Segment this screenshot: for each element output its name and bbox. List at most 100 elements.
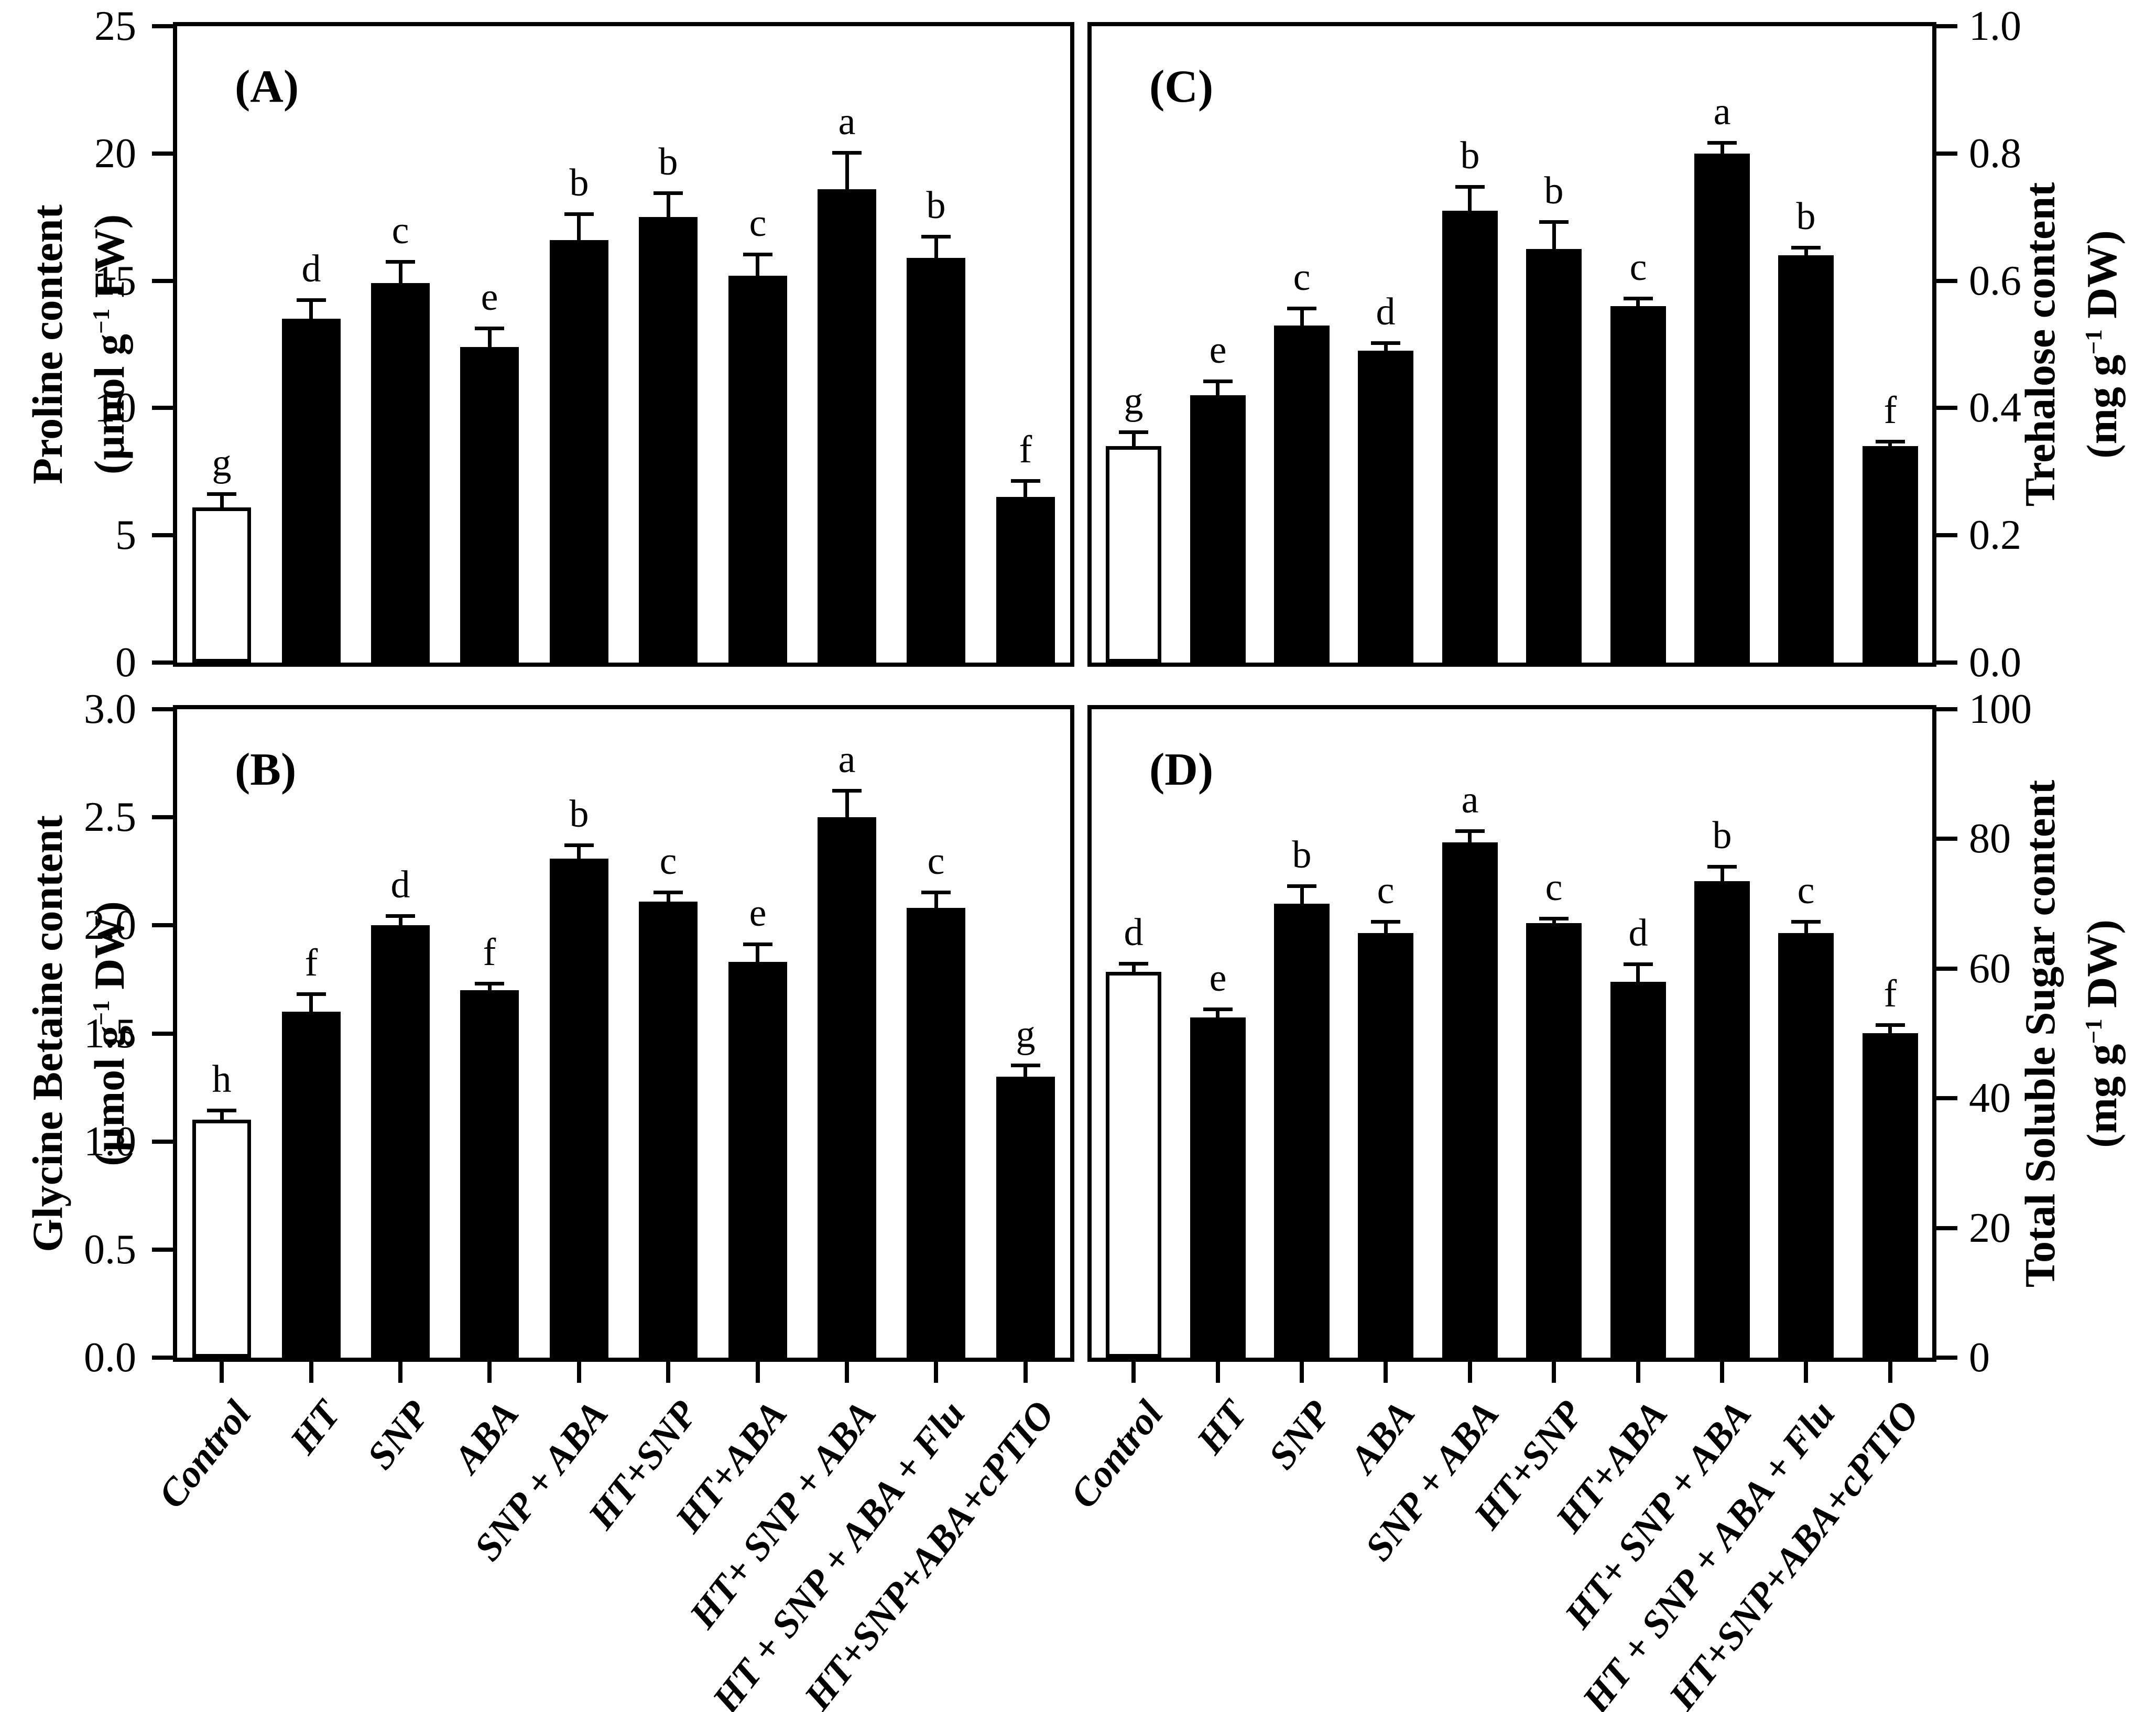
axis-title-superscript-B: −1 xyxy=(88,1000,114,1026)
sig-letter-B-2: d xyxy=(390,863,410,906)
bar-C-Control xyxy=(1106,446,1161,663)
bar-D-HT+ SNP + ABA xyxy=(1694,881,1750,1358)
error-cap-A-9 xyxy=(1011,479,1040,483)
bar-A-HT+ SNP + ABA xyxy=(818,189,876,663)
y-tick-C-0.0 xyxy=(1936,660,1957,665)
error-cap-C-1 xyxy=(1203,380,1233,383)
error-cap-C-7 xyxy=(1707,141,1737,145)
sig-letter-B-3: f xyxy=(483,931,496,974)
axis-title-superscript-C: −1 xyxy=(2080,329,2107,355)
y-tick-label-B-2.0: 2.0 xyxy=(84,902,136,948)
panel-letter-B: (B) xyxy=(235,744,297,795)
axis-title-line1-D: Total Soluble Sugar content xyxy=(2016,779,2064,1288)
error-cap-D-9 xyxy=(1876,1023,1905,1027)
error-bar-B-0 xyxy=(220,1109,224,1120)
error-cap-D-7 xyxy=(1707,865,1737,869)
sig-letter-B-1: f xyxy=(304,941,318,984)
sig-letter-C-5: b xyxy=(1544,169,1564,212)
x-tick-B-6 xyxy=(756,1362,760,1383)
sig-letter-A-4: b xyxy=(569,161,589,204)
sig-letter-D-6: d xyxy=(1628,912,1648,955)
y-tick-label-D-80: 80 xyxy=(1969,816,2011,862)
error-bar-C-0 xyxy=(1132,430,1136,446)
error-bar-B-3 xyxy=(488,982,492,990)
y-tick-C-0.4 xyxy=(1936,406,1957,410)
bar-D-HT xyxy=(1190,1017,1246,1358)
error-cap-B-0 xyxy=(207,1109,236,1112)
error-bar-D-7 xyxy=(1721,865,1724,881)
sig-letter-A-0: g xyxy=(212,441,232,484)
axis-title-B: Glycine Betaine content (µmol g−1 DW) xyxy=(21,815,136,1252)
bar-D-ABA xyxy=(1358,933,1413,1358)
y-tick-label-A-25: 25 xyxy=(94,3,136,49)
sig-letter-D-1: e xyxy=(1209,957,1227,1000)
error-bar-C-7 xyxy=(1721,141,1724,154)
x-tick-D-2 xyxy=(1300,1362,1304,1383)
x-tick-D-7 xyxy=(1720,1362,1724,1383)
x-tick-B-8 xyxy=(934,1362,938,1383)
sig-letter-A-5: b xyxy=(658,140,678,183)
y-tick-label-C-1.0: 1.0 xyxy=(1969,3,2021,49)
y-tick-label-A-15: 15 xyxy=(94,258,136,304)
y-tick-D-80 xyxy=(1936,837,1957,841)
x-tick-B-0 xyxy=(220,1362,224,1383)
error-cap-A-8 xyxy=(921,235,951,239)
axis-title-line1-C: Trehalose content xyxy=(2016,182,2064,507)
x-category-label-B-1: HT xyxy=(281,1393,349,1462)
y-tick-label-A-0: 0 xyxy=(115,640,136,686)
error-cap-B-3 xyxy=(475,982,504,985)
bar-A-SNP + ABA xyxy=(550,240,608,663)
y-tick-label-B-0.0: 0.0 xyxy=(84,1335,136,1381)
error-bar-B-9 xyxy=(1023,1064,1027,1077)
panel-letter-D: (D) xyxy=(1149,744,1214,795)
x-tick-D-9 xyxy=(1888,1362,1892,1383)
y-tick-label-B-3.0: 3.0 xyxy=(84,686,136,732)
error-bar-A-6 xyxy=(756,253,759,276)
axis-title-unit-B: (µmol g−1 DW) xyxy=(85,901,134,1166)
sig-letter-B-0: h xyxy=(212,1058,232,1101)
y-tick-A-15 xyxy=(152,279,173,283)
panel-letter-C: (C) xyxy=(1149,61,1214,112)
bar-A-Control xyxy=(192,507,251,663)
error-bar-C-1 xyxy=(1216,380,1219,395)
y-tick-C-0.2 xyxy=(1936,533,1957,537)
sig-letter-A-9: f xyxy=(1019,428,1032,471)
bar-A-HT+ABA xyxy=(728,276,787,663)
error-cap-A-3 xyxy=(475,327,504,330)
bar-B-HT+ SNP + ABA xyxy=(818,817,876,1358)
bar-D-HT+ABA xyxy=(1610,982,1666,1358)
y-tick-B-1.5 xyxy=(152,1032,173,1036)
x-tick-B-5 xyxy=(666,1362,670,1383)
y-tick-C-0.8 xyxy=(1936,151,1957,156)
bar-B-HT + SNP + ABA + Flu xyxy=(907,908,965,1358)
y-tick-label-D-60: 60 xyxy=(1969,946,2011,992)
sig-letter-A-1: d xyxy=(301,247,321,290)
sig-letter-C-9: f xyxy=(1883,389,1897,432)
y-tick-A-20 xyxy=(152,151,173,156)
sig-letter-C-0: g xyxy=(1124,380,1144,422)
x-tick-B-4 xyxy=(577,1362,581,1383)
x-tick-B-9 xyxy=(1023,1362,1028,1383)
bar-B-SNP xyxy=(371,925,430,1358)
bar-D-HT+SNP+ABA+cPTIO xyxy=(1863,1033,1918,1358)
bar-D-SNP xyxy=(1274,904,1330,1358)
error-bar-A-1 xyxy=(309,298,313,319)
bar-A-HT+SNP xyxy=(639,217,698,663)
bar-A-SNP xyxy=(371,283,430,663)
error-cap-C-6 xyxy=(1624,297,1653,300)
error-bar-C-6 xyxy=(1636,297,1640,306)
y-tick-D-60 xyxy=(1936,967,1957,971)
bar-B-SNP + ABA xyxy=(550,859,608,1358)
error-cap-B-4 xyxy=(564,843,594,847)
bar-C-SNP + ABA xyxy=(1442,211,1498,663)
sig-letter-A-7: a xyxy=(838,100,856,143)
x-tick-D-3 xyxy=(1384,1362,1388,1383)
bar-B-HT+ABA xyxy=(728,962,787,1358)
y-tick-B-0.0 xyxy=(152,1356,173,1360)
error-bar-C-3 xyxy=(1384,341,1388,351)
error-cap-B-6 xyxy=(743,942,772,946)
error-bar-A-4 xyxy=(577,212,581,240)
sig-letter-A-2: c xyxy=(391,209,409,252)
bar-B-HT xyxy=(282,1012,341,1358)
error-bar-A-9 xyxy=(1023,479,1027,497)
